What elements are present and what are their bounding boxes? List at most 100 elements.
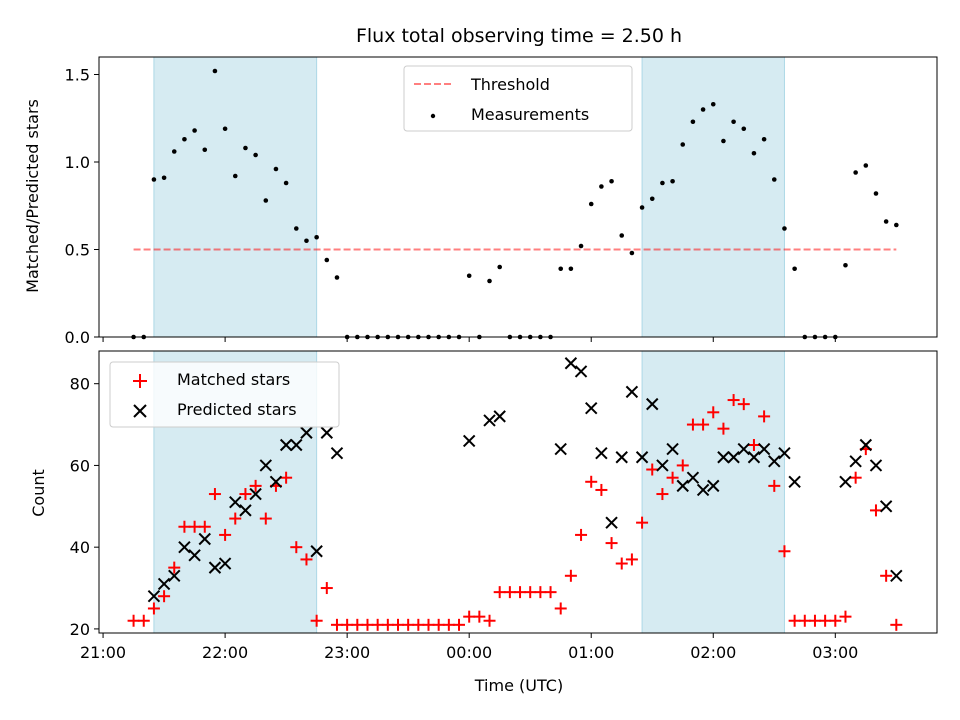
predicted-stars-point <box>605 516 618 529</box>
predicted-stars-point <box>147 590 161 603</box>
predicted-stars-point <box>879 500 893 513</box>
measurement-point <box>853 170 858 175</box>
measurement-point <box>619 233 625 238</box>
measurement-point <box>212 68 218 74</box>
measurement-point <box>680 142 686 147</box>
matched-stars-point <box>422 618 435 631</box>
matched-stars-point <box>768 479 781 492</box>
predicted-stars-point <box>310 545 323 558</box>
measurement-point <box>721 138 726 144</box>
matched-stars-point <box>361 618 374 631</box>
predicted-stars-point <box>869 459 883 472</box>
measurement-point <box>558 266 564 272</box>
matched-stars-point <box>656 488 669 501</box>
matched-stars-point <box>554 602 567 615</box>
measurement-point <box>578 243 584 249</box>
measurement-point <box>649 196 655 202</box>
predicted-stars-point <box>585 402 598 415</box>
bottom-y-axis-label: Count <box>29 469 48 517</box>
measurement-point <box>792 266 797 272</box>
matched-stars-point <box>168 561 181 574</box>
top-y-tick-label: 1.5 <box>65 66 90 85</box>
matched-stars-point <box>249 479 262 492</box>
matched-stars-point <box>686 418 699 431</box>
top-legend-box <box>403 65 633 132</box>
matched-stars-point <box>147 602 160 615</box>
x-stroke <box>646 397 659 411</box>
x-stroke <box>676 479 689 493</box>
x-tick-label: 00:00 <box>446 643 492 662</box>
x-stroke <box>615 451 628 464</box>
matched-stars-point <box>432 618 445 631</box>
matched-stars-point <box>493 586 506 599</box>
x-stroke <box>493 410 506 423</box>
matched-stars-point <box>819 614 832 627</box>
predicted-stars-point <box>483 414 496 427</box>
matched-stars-point <box>259 512 272 525</box>
predicted-stars-point <box>778 446 791 460</box>
matched-stars-point <box>808 614 821 627</box>
matched-stars-point <box>453 618 466 631</box>
matched-stars-point <box>798 614 811 627</box>
predicted-stars-legend-label: Predicted stars <box>177 400 297 419</box>
top-y-axis-label: Matched/Predicted stars <box>23 99 42 293</box>
matched-stars-point <box>778 545 791 558</box>
measurement-point <box>182 136 187 142</box>
measurement-point <box>283 180 289 186</box>
x-marker-legend-icon <box>133 404 147 418</box>
x-stroke <box>290 438 303 452</box>
x-stroke <box>279 438 293 452</box>
measurement-point <box>710 101 716 107</box>
x-stroke <box>218 557 232 570</box>
predicted-stars-point <box>198 532 211 546</box>
matched-stars-point <box>514 586 527 599</box>
predicted-stars-point <box>493 410 506 423</box>
top-y-tick-label: 0.0 <box>65 328 90 347</box>
bottom-axes-frame <box>98 350 938 634</box>
measurement-point <box>873 191 879 196</box>
x-stroke <box>707 479 720 493</box>
matched-stars-point <box>310 614 323 627</box>
predicted-stars-point <box>269 475 283 488</box>
x-tick-label: 22:00 <box>202 643 248 662</box>
matched-stars-point <box>788 614 801 627</box>
predicted-stars-point <box>208 561 222 574</box>
matched-stars-legend-label: Matched stars <box>177 370 290 389</box>
predicted-stars-point <box>686 471 700 484</box>
x-stroke <box>890 569 903 582</box>
measurement-point <box>639 205 645 210</box>
matched-stars-point <box>676 459 689 472</box>
measurement-point <box>202 147 208 153</box>
matched-stars-point <box>717 422 730 435</box>
bottom-y-tick-label: 80 <box>70 375 90 394</box>
predicted-stars-point <box>290 438 303 452</box>
measurement-legend-dot-icon <box>430 113 436 119</box>
x-stroke <box>879 500 893 513</box>
x-stroke <box>269 475 283 488</box>
measurement-point <box>314 234 319 240</box>
x-stroke <box>635 451 649 464</box>
predicted-stars-point <box>554 442 567 456</box>
matched-stars-point <box>503 586 516 599</box>
matched-stars-point <box>575 528 588 541</box>
measurement-point <box>660 180 665 186</box>
matched-stars-point <box>483 614 496 627</box>
matched-stars-point <box>697 418 710 431</box>
x-tick-label: 02:00 <box>690 643 736 662</box>
matched-stars-point <box>341 618 354 631</box>
x-stroke <box>178 540 191 554</box>
predicted-stars-point <box>676 479 689 493</box>
x-stroke <box>747 451 761 464</box>
measurement-point <box>599 184 604 189</box>
measurement-point <box>232 173 238 179</box>
matched-stars-point <box>158 590 171 603</box>
predicted-stars-point <box>168 569 181 582</box>
matched-stars-point <box>371 618 384 631</box>
x-axis-label: Time (UTC) <box>474 676 563 695</box>
matched-stars-point <box>198 520 211 533</box>
measurement-point <box>487 278 492 284</box>
predicted-stars-point <box>788 475 801 488</box>
matched-stars-point <box>463 610 476 623</box>
measurement-point <box>843 262 848 268</box>
